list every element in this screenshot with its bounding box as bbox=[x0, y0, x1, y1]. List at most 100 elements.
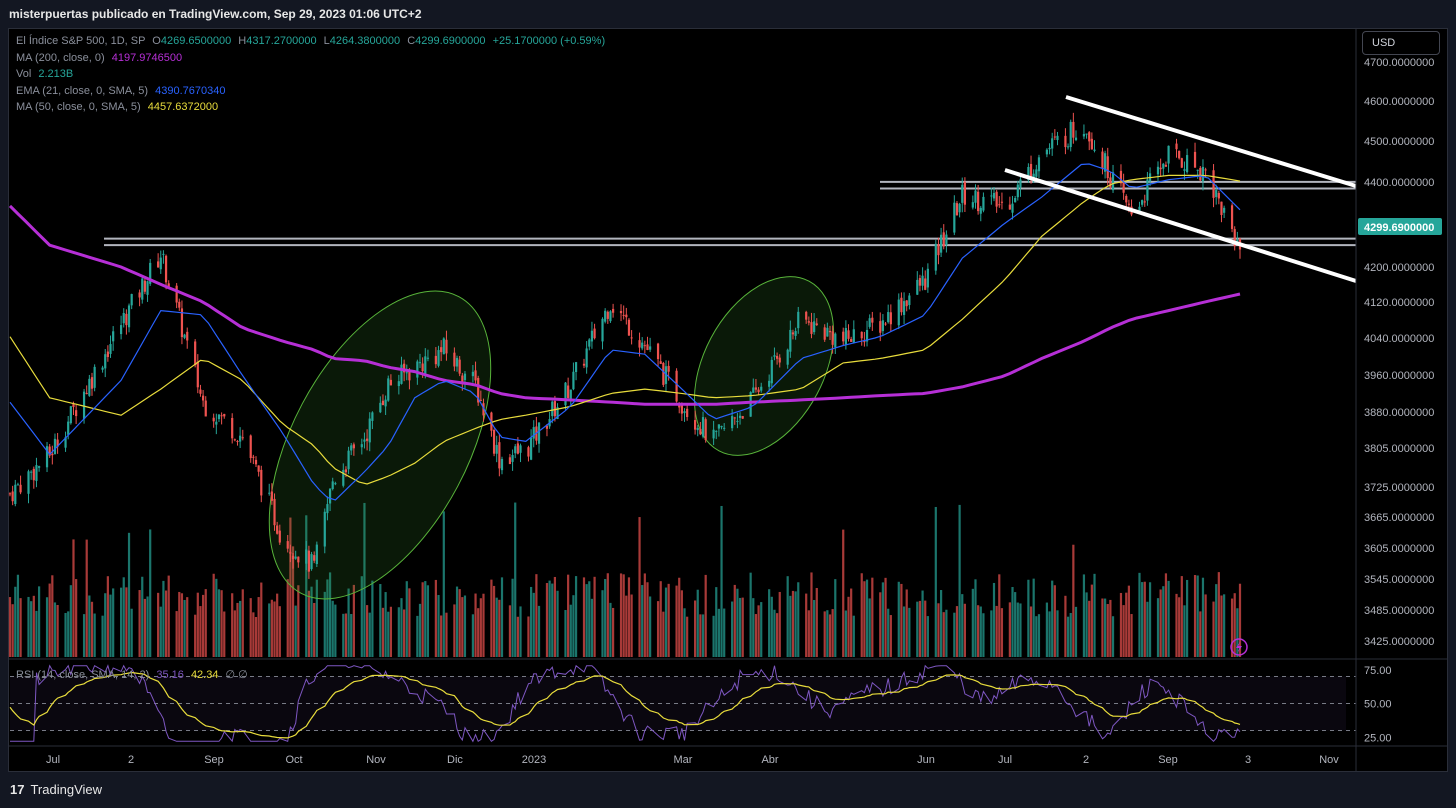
candle bbox=[270, 483, 273, 505]
volume-bar bbox=[1014, 592, 1017, 657]
candle bbox=[815, 318, 818, 326]
volume-bar bbox=[553, 576, 557, 657]
highlight-ellipse[interactable] bbox=[666, 253, 862, 479]
volume-bar bbox=[1236, 608, 1239, 657]
candle bbox=[852, 320, 855, 344]
brand-name: TradingView bbox=[30, 782, 103, 797]
candle bbox=[220, 412, 223, 425]
candle bbox=[1103, 150, 1107, 179]
tradingview-brand[interactable]: 17 TradingView bbox=[10, 782, 102, 797]
candle bbox=[492, 428, 496, 457]
volume-bar bbox=[826, 610, 829, 657]
time-axis-label: Nov bbox=[366, 754, 386, 766]
candle bbox=[289, 544, 292, 563]
volume-bar bbox=[945, 609, 948, 657]
candle bbox=[593, 323, 596, 340]
volume-bar bbox=[625, 595, 628, 657]
volume-bar bbox=[831, 609, 834, 657]
volume-bar bbox=[537, 605, 541, 657]
volume-bar bbox=[850, 588, 853, 657]
volume-bar bbox=[365, 605, 369, 657]
candle bbox=[196, 354, 199, 394]
candle bbox=[1183, 161, 1186, 180]
volume-bar bbox=[717, 608, 721, 657]
volume-bar bbox=[574, 576, 578, 657]
candle bbox=[1146, 171, 1149, 206]
rsi-axis-label: 75.00 bbox=[1364, 665, 1392, 677]
candle bbox=[905, 300, 908, 312]
price-axis-label: 3805.0000000 bbox=[1364, 443, 1434, 455]
candle bbox=[757, 387, 760, 395]
volume-bar bbox=[770, 596, 773, 657]
volume-bar bbox=[1162, 586, 1165, 657]
volume-bar bbox=[667, 583, 670, 657]
candle bbox=[1215, 184, 1218, 205]
volume-bar bbox=[823, 611, 826, 657]
volume-bar bbox=[16, 574, 20, 657]
candle bbox=[585, 341, 588, 374]
volume-bar bbox=[786, 576, 789, 657]
volume-bar bbox=[268, 603, 271, 657]
bottom-bar: 17 TradingView bbox=[0, 772, 1456, 808]
volume-bar bbox=[453, 604, 456, 657]
candle bbox=[201, 390, 205, 407]
candle bbox=[823, 324, 826, 342]
time-axis-label: Abr bbox=[761, 754, 778, 766]
candle bbox=[88, 374, 91, 397]
candle bbox=[797, 306, 800, 334]
candle bbox=[659, 354, 662, 365]
candle bbox=[482, 398, 485, 422]
candle bbox=[278, 524, 281, 545]
candle bbox=[699, 421, 702, 436]
candle bbox=[90, 372, 94, 396]
candle bbox=[977, 184, 980, 215]
candle bbox=[572, 362, 575, 391]
candle bbox=[1199, 166, 1202, 182]
candle bbox=[1233, 226, 1236, 251]
candle bbox=[1111, 164, 1115, 193]
volume-bar bbox=[699, 614, 702, 657]
candle bbox=[567, 377, 570, 401]
candle bbox=[268, 483, 271, 496]
candle bbox=[752, 378, 755, 393]
candle bbox=[1180, 157, 1183, 169]
open-value: 4269.6500000 bbox=[160, 35, 232, 47]
candle bbox=[458, 356, 461, 377]
volume-bar bbox=[492, 585, 496, 657]
chart-frame[interactable] bbox=[8, 28, 1448, 772]
candle bbox=[1141, 199, 1144, 207]
channel-lower-line[interactable] bbox=[1004, 168, 1357, 283]
candle bbox=[498, 433, 501, 477]
low-label: L bbox=[323, 35, 330, 47]
candle bbox=[252, 454, 255, 465]
candle bbox=[627, 317, 631, 336]
candle bbox=[939, 227, 943, 258]
candle bbox=[64, 431, 67, 452]
candle bbox=[495, 435, 498, 463]
time-axis-label: Oct bbox=[285, 754, 302, 766]
vol-value: 2.213B bbox=[38, 68, 74, 80]
candle bbox=[257, 465, 260, 477]
volume-bar bbox=[1230, 598, 1234, 657]
currency-button[interactable]: USD bbox=[1362, 31, 1440, 55]
channel-upper-line[interactable] bbox=[1065, 95, 1357, 188]
candle bbox=[1109, 171, 1112, 190]
volume-bar bbox=[1103, 598, 1107, 657]
price-axis-label: 3425.0000000 bbox=[1364, 636, 1434, 648]
candle bbox=[1045, 148, 1049, 158]
volume-bar bbox=[884, 577, 887, 657]
volume-bar bbox=[278, 606, 281, 657]
volume-bar bbox=[955, 606, 959, 657]
price-axis-label: 3665.0000000 bbox=[1364, 512, 1434, 524]
lightning-icon[interactable] bbox=[1230, 638, 1248, 656]
volume-bar bbox=[162, 580, 165, 657]
candle bbox=[918, 274, 922, 292]
candle bbox=[863, 331, 866, 347]
ma50-label: MA (50, close, 0, SMA, 5) bbox=[16, 101, 141, 113]
volume-bar bbox=[199, 606, 202, 657]
price-axis-label: 4400.0000000 bbox=[1364, 177, 1434, 189]
rsi-axis-label: 50.00 bbox=[1364, 699, 1392, 711]
volume-bar bbox=[567, 574, 570, 657]
highlight-ellipse[interactable] bbox=[223, 255, 536, 634]
